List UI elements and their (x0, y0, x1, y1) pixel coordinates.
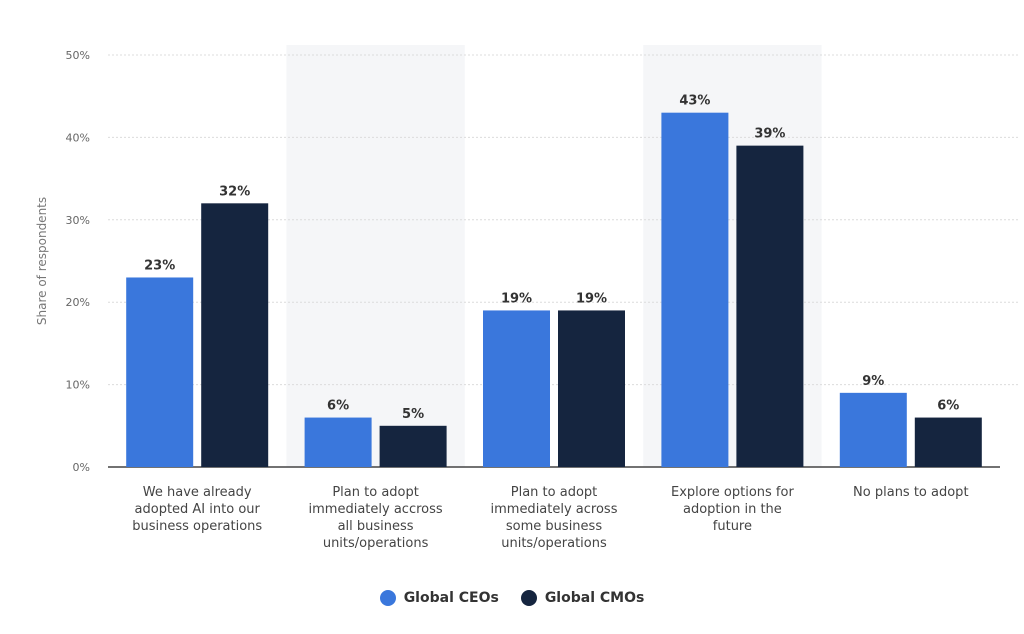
data-label: 19% (576, 291, 607, 306)
x-tick-label: adoption in the (683, 502, 782, 517)
x-tick-label: units/operations (323, 536, 429, 551)
bar-ceos (304, 417, 372, 467)
y-tick-label: 10% (66, 379, 90, 392)
x-tick-label: Explore options for (671, 485, 794, 500)
bar-cmos (201, 203, 269, 467)
x-tick-label: units/operations (501, 536, 607, 551)
data-label: 6% (327, 399, 349, 414)
bar-cmos (914, 417, 982, 467)
x-tick-label: immediately accross (309, 502, 443, 517)
bar-ceos (483, 310, 550, 467)
bar-ceos (661, 112, 729, 468)
legend-label-ceos: Global CEOs (403, 590, 499, 606)
group-shading (286, 45, 465, 467)
x-tick-label: some business (506, 519, 602, 534)
x-tick-label: future (713, 519, 752, 534)
bar-cmos (379, 425, 447, 467)
bar-ceos (126, 277, 194, 467)
legend-item-ceos[interactable]: Global CEOs (379, 590, 499, 606)
x-tick-label: adopted AI into our (135, 502, 261, 517)
data-label: 5% (402, 407, 424, 422)
y-tick-label: 0% (73, 461, 90, 474)
data-label: 39% (754, 127, 785, 142)
x-tick-label: business operations (132, 519, 262, 534)
y-tick-label: 50% (66, 49, 90, 62)
legend-label-cmos: Global CMOs (544, 590, 645, 606)
data-label: 9% (862, 374, 884, 389)
bar-chart: 0% 10% 20% 30% 40% 50% Share of respondents 23%… (35, 45, 1020, 551)
y-tick-label: 40% (66, 131, 90, 144)
x-tick-label: all business (338, 519, 414, 534)
bar-cmos (736, 145, 804, 467)
data-label: 23% (144, 258, 175, 273)
x-tick-label: immediately across (491, 502, 618, 517)
bar-ceos (839, 392, 907, 467)
data-label: 6% (937, 399, 959, 414)
legend-swatch-ceos (379, 590, 396, 606)
x-tick-label: No plans to adopt (853, 485, 969, 500)
x-tick-label: We have already (143, 485, 252, 500)
data-label: 43% (679, 94, 710, 109)
legend-swatch-cmos (520, 590, 537, 606)
y-tick-label: 30% (66, 214, 90, 227)
data-label: 32% (219, 184, 250, 199)
y-tick-label: 20% (66, 296, 90, 309)
bar-cmos (558, 310, 625, 467)
x-tick-label: Plan to adopt (511, 485, 598, 500)
x-tick-label: Plan to adopt (332, 485, 419, 500)
data-label: 19% (501, 291, 532, 306)
legend-item-cmos[interactable]: Global CMOs (520, 590, 645, 606)
y-axis-title: Share of respondents (35, 197, 49, 325)
legend: Global CEOs Global CMOs (0, 590, 1024, 606)
